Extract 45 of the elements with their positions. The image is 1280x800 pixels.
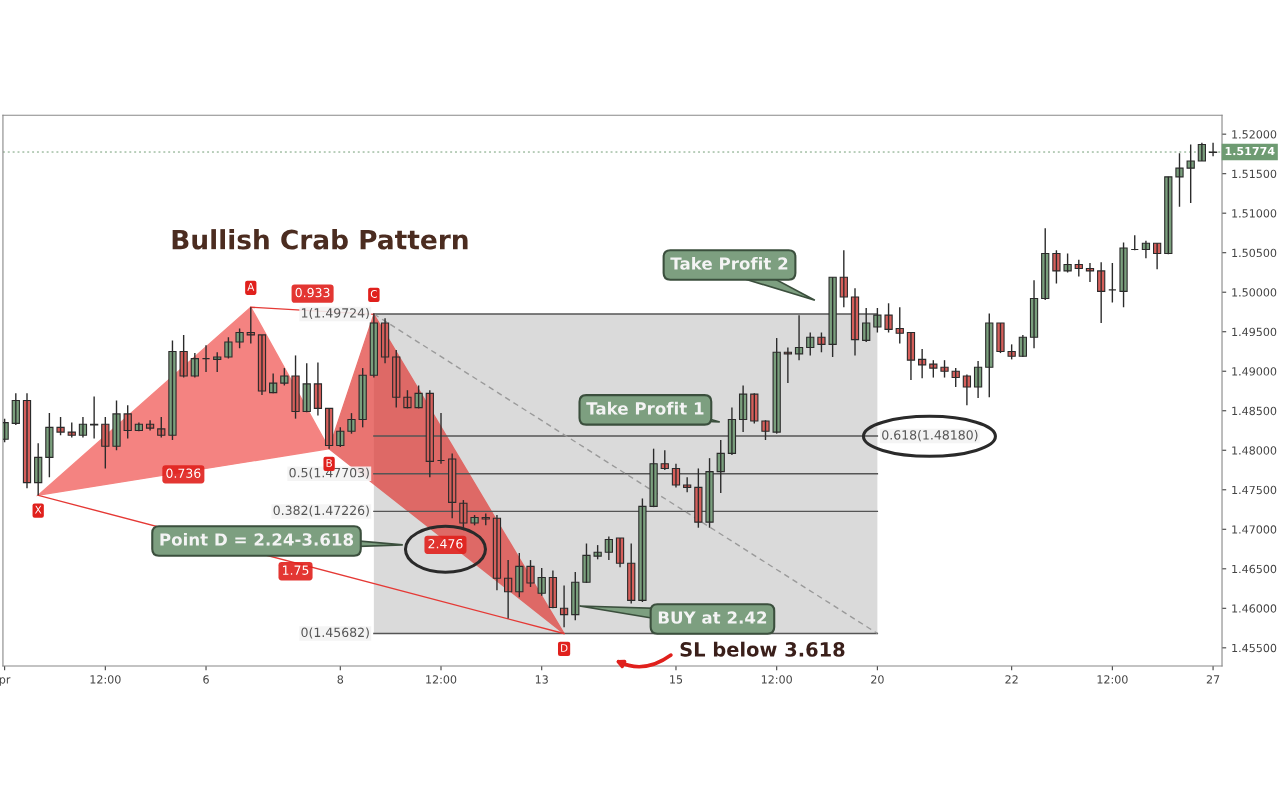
y-tick-label: 1.49500 bbox=[1232, 327, 1277, 337]
y-tick-label: 1.51500 bbox=[1232, 169, 1277, 179]
data-label: X bbox=[34, 505, 42, 514]
y-tick-label: 1.48500 bbox=[1232, 406, 1277, 416]
series-label: 0(1.45682) bbox=[301, 627, 369, 639]
data-label: D bbox=[561, 644, 568, 652]
y-tick-label: 1.47500 bbox=[1232, 485, 1277, 495]
x-tick-label: 6 bbox=[203, 675, 209, 684]
data-label: A bbox=[247, 283, 255, 291]
x-tick-label: 12:00 bbox=[761, 675, 792, 684]
ref-line-label: 1.51774 bbox=[1225, 146, 1275, 156]
series-label: 1(1.49724) bbox=[301, 307, 369, 320]
y-tick-label: 1.45500 bbox=[1232, 643, 1277, 653]
annotation: 0.933 bbox=[295, 287, 330, 298]
series-label: 0.5(1.47703) bbox=[289, 467, 369, 479]
y-tick-label: 1.50500 bbox=[1232, 248, 1277, 258]
annotation: 2.476 bbox=[428, 539, 463, 549]
x-tick-label: 27 bbox=[1206, 675, 1220, 684]
y-tick-label: 1.50000 bbox=[1232, 288, 1277, 297]
x-tick-label: 22 bbox=[1005, 675, 1018, 684]
y-tick-label: 1.51000 bbox=[1232, 209, 1277, 218]
x-tick-label: 12:00 bbox=[426, 675, 457, 684]
series-label: 0.618(1.48180) bbox=[882, 430, 978, 442]
x-tick-label: pr bbox=[0, 677, 11, 686]
annotation: SL below 3.618 bbox=[680, 641, 845, 657]
annotation: 1.75 bbox=[282, 565, 309, 575]
annotation: Point D = 2.24-3.618 bbox=[160, 532, 354, 546]
x-tick-label: 20 bbox=[871, 675, 884, 684]
y-tick-label: 1.48000 bbox=[1232, 446, 1277, 455]
x-tick-label: 12:00 bbox=[1097, 675, 1128, 684]
y-tick-label: 1.46000 bbox=[1232, 604, 1277, 613]
series-label: 0.382(1.47226) bbox=[273, 505, 369, 517]
x-tick-label: 13 bbox=[535, 675, 548, 684]
annotation: 0.736 bbox=[166, 468, 201, 478]
x-tick-label: 12:00 bbox=[90, 675, 121, 684]
y-tick-label: 1.46500 bbox=[1232, 564, 1277, 574]
data-label: B bbox=[326, 459, 332, 467]
y-tick-label: 1.52000 bbox=[1232, 130, 1277, 139]
x-tick-label: 8 bbox=[337, 675, 344, 684]
data-label: C bbox=[370, 290, 377, 298]
text: Bullish Crab Pattern bbox=[172, 229, 468, 250]
y-tick-label: 1.47000 bbox=[1232, 525, 1277, 534]
y-tick-label: 1.49000 bbox=[1232, 367, 1277, 376]
x-tick-label: 15 bbox=[670, 675, 683, 684]
annotation: BUY at 2.42 bbox=[658, 611, 767, 624]
